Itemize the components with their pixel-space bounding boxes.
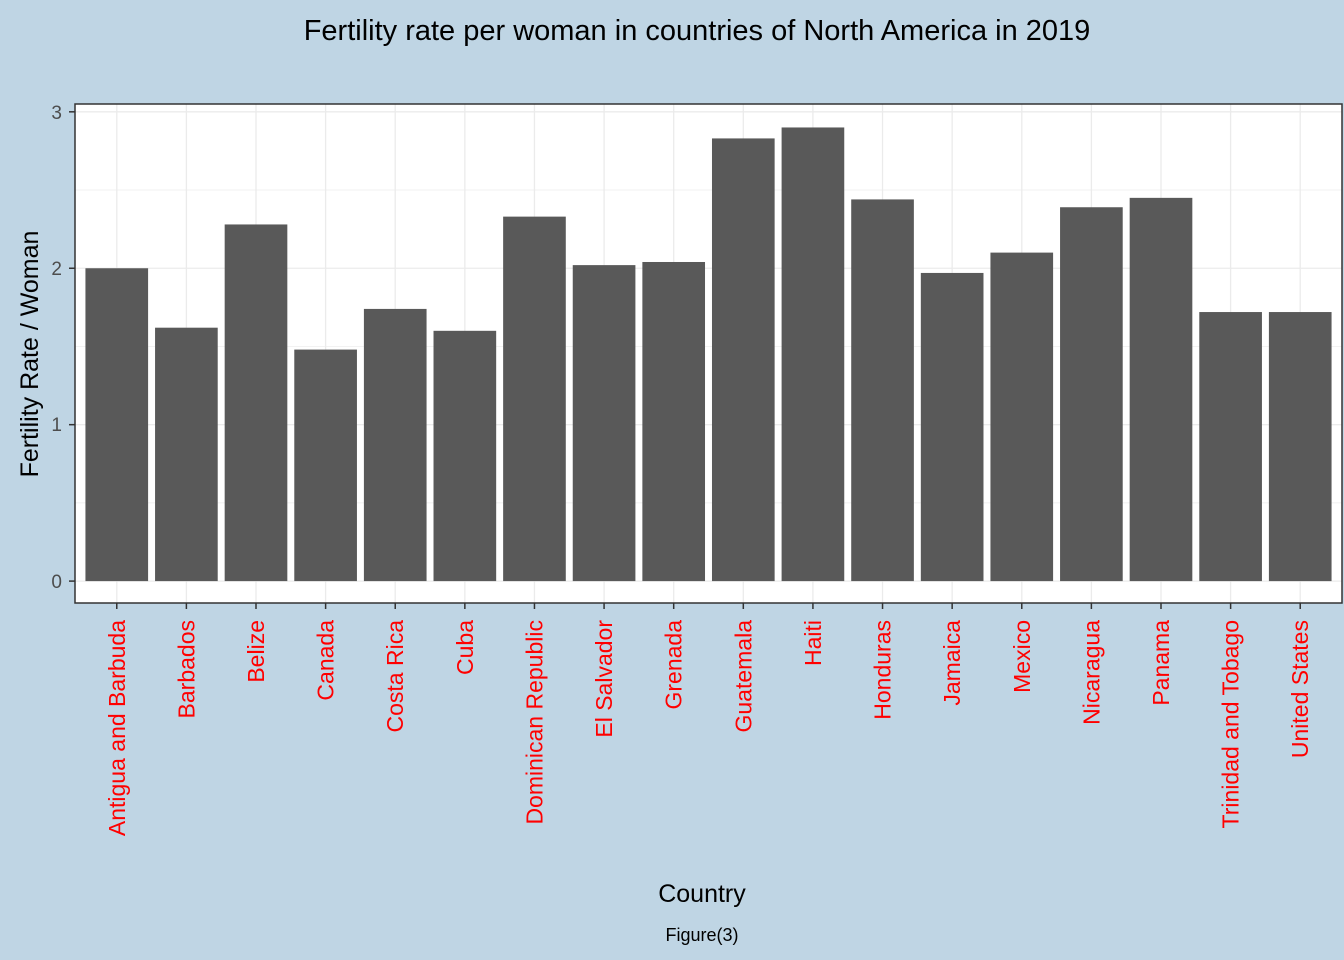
bar-grenada	[642, 261, 706, 582]
bar-honduras	[851, 199, 914, 582]
bar-jamaica	[920, 272, 984, 582]
x-tick-label: Mexico	[1009, 620, 1035, 693]
figure-caption: Figure(3)	[665, 925, 738, 945]
bar-panama	[1129, 197, 1193, 582]
x-tick-label: El Salvador	[591, 620, 617, 738]
x-axis: Antigua and Barbuda Barbados Belize Canada C…	[104, 603, 1313, 836]
x-tick-label: Antigua and Barbuda	[104, 620, 130, 836]
bar-haiti	[781, 127, 845, 582]
x-tick-label: Panama	[1148, 620, 1174, 706]
bar-mexico	[990, 252, 1054, 582]
y-axis-title: Fertility Rate / Woman	[16, 231, 44, 478]
x-tick-label: Trinidad and Tobago	[1218, 620, 1244, 828]
x-tick-label: Grenada	[661, 620, 687, 710]
bar-el-salvador	[572, 265, 636, 582]
x-tick-label: Guatemala	[730, 620, 756, 733]
x-tick-label: Cuba	[452, 620, 478, 675]
bar-trinidad-and-tobago	[1199, 312, 1262, 582]
plot-border	[74, 103, 1343, 604]
x-tick-label: Belize	[243, 620, 269, 683]
bar-dominican-republic	[503, 216, 566, 582]
x-tick-label: United States	[1287, 620, 1313, 758]
chart-title: Fertility rate per woman in countries of…	[304, 15, 1091, 47]
y-tick-label-2: 2	[51, 259, 62, 280]
y-tick-label-3: 3	[51, 103, 62, 124]
x-tick-label: Dominican Republic	[521, 620, 547, 825]
bar-cuba	[433, 330, 497, 582]
x-tick-label: Jamaica	[939, 620, 965, 706]
bar-barbados	[155, 327, 218, 582]
bar-nicaragua	[1060, 207, 1123, 582]
bars	[85, 127, 1332, 582]
bar-costa-rica	[363, 308, 427, 582]
x-tick-label: Nicaragua	[1078, 620, 1104, 725]
bar-canada	[294, 349, 357, 582]
x-tick-label: Haiti	[800, 620, 826, 666]
y-axis: 0 1 2 3	[51, 103, 75, 593]
x-tick-label: Costa Rica	[382, 620, 408, 733]
bar-belize	[224, 224, 288, 582]
x-tick-label: Barbados	[173, 620, 199, 718]
bar-antigua-and-barbuda	[85, 268, 149, 582]
bar-united-states	[1268, 312, 1332, 582]
bar-guatemala	[711, 138, 775, 582]
x-axis-title: Country	[658, 880, 746, 908]
x-tick-label: Honduras	[870, 620, 896, 720]
y-tick-label-0: 0	[51, 572, 62, 593]
y-tick-label-1: 1	[51, 415, 62, 436]
x-tick-label: Canada	[313, 620, 339, 701]
